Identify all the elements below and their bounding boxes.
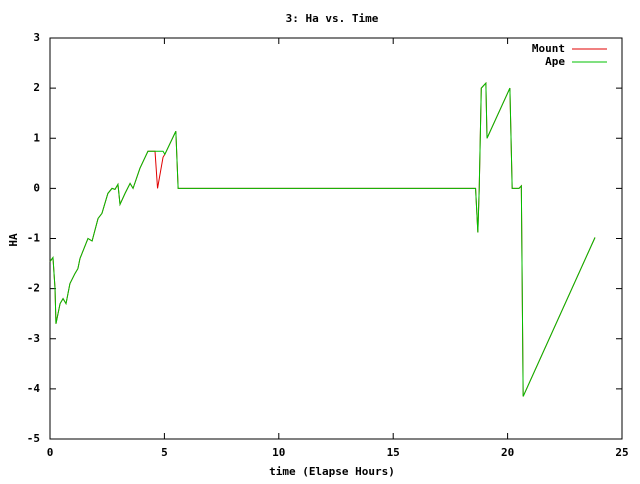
x-axis-label: time (Elapse Hours) — [269, 465, 395, 478]
y-tick-label: 1 — [33, 131, 40, 144]
y-tick-label: -2 — [27, 282, 40, 295]
x-tick-label: 10 — [272, 446, 285, 459]
series-line — [49, 81, 596, 397]
x-tick-label: 0 — [47, 446, 54, 459]
y-tick-label: 3 — [33, 31, 40, 44]
y-tick-label: -3 — [27, 332, 40, 345]
y-tick-label: -4 — [27, 382, 41, 395]
x-tick-label: 20 — [501, 446, 514, 459]
x-tick-label: 5 — [161, 446, 168, 459]
chart-title: 3: Ha vs. Time — [286, 12, 379, 25]
plot-frame — [49, 37, 623, 440]
y-tick-label: -5 — [27, 432, 40, 445]
y-tick-label: 2 — [33, 81, 40, 94]
legend-label: Ape — [545, 55, 565, 68]
legend-label: Mount — [532, 42, 565, 55]
y-tick-label: 0 — [33, 181, 40, 194]
y-tick-label: -1 — [27, 232, 41, 245]
x-tick-label: 25 — [615, 446, 628, 459]
y-axis-label: HA — [7, 233, 20, 247]
series-line — [49, 81, 596, 397]
x-tick-label: 15 — [387, 446, 400, 459]
